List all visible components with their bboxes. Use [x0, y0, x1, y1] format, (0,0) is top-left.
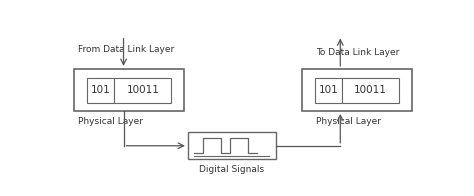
Bar: [74, 69, 184, 111]
Bar: [114, 78, 171, 103]
Text: Physical Layer: Physical Layer: [317, 117, 382, 126]
Text: Physical Layer: Physical Layer: [78, 117, 143, 126]
Bar: [301, 69, 412, 111]
Bar: [315, 78, 342, 103]
Bar: [342, 78, 399, 103]
Text: 10011: 10011: [127, 85, 159, 95]
Text: 101: 101: [319, 85, 338, 95]
Bar: [87, 78, 114, 103]
Text: 101: 101: [91, 85, 110, 95]
Bar: [188, 132, 276, 159]
Text: To Data Link Layer: To Data Link Layer: [317, 48, 400, 57]
Text: 10011: 10011: [354, 85, 387, 95]
Text: From Data Link Layer: From Data Link Layer: [78, 45, 174, 54]
Text: Digital Signals: Digital Signals: [200, 165, 264, 174]
